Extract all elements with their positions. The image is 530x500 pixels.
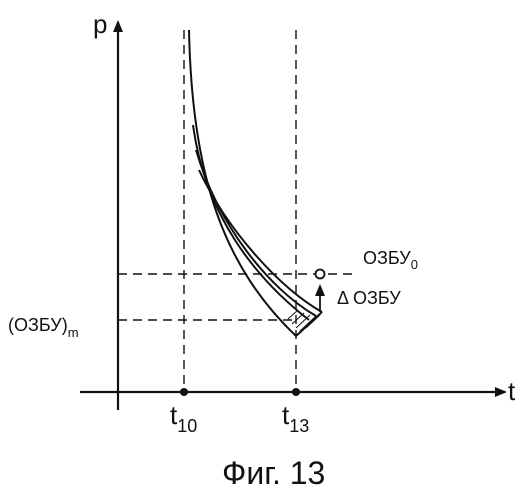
ozbu0-label-base: ОЗБУ [363, 248, 411, 268]
ozbu0-label: ОЗБУ0 [363, 248, 418, 272]
hatched-region [288, 310, 320, 331]
ozbu0-label-sub: 0 [411, 257, 418, 272]
t10-tick-point [180, 388, 188, 396]
figure-caption: Фиг. 13 [222, 455, 325, 491]
t10-label: t10 [170, 400, 197, 436]
ozbu-m-label: (ОЗБУ)m [8, 315, 79, 340]
t10-label-sub: 10 [177, 416, 197, 436]
t13-label: t13 [282, 400, 309, 436]
ozbu-m-label-sub: m [68, 325, 79, 340]
decay-curve-band [189, 30, 322, 336]
ozbu-m-label-base: (ОЗБУ) [8, 315, 68, 335]
x-axis-label: t [508, 376, 516, 406]
y-axis-label: p [93, 9, 107, 39]
t13-label-sub: 13 [289, 416, 309, 436]
t13-tick-point [292, 388, 300, 396]
delta-ozbu-label: Δ ОЗБУ [337, 288, 401, 308]
ozbu0-point [316, 270, 325, 279]
